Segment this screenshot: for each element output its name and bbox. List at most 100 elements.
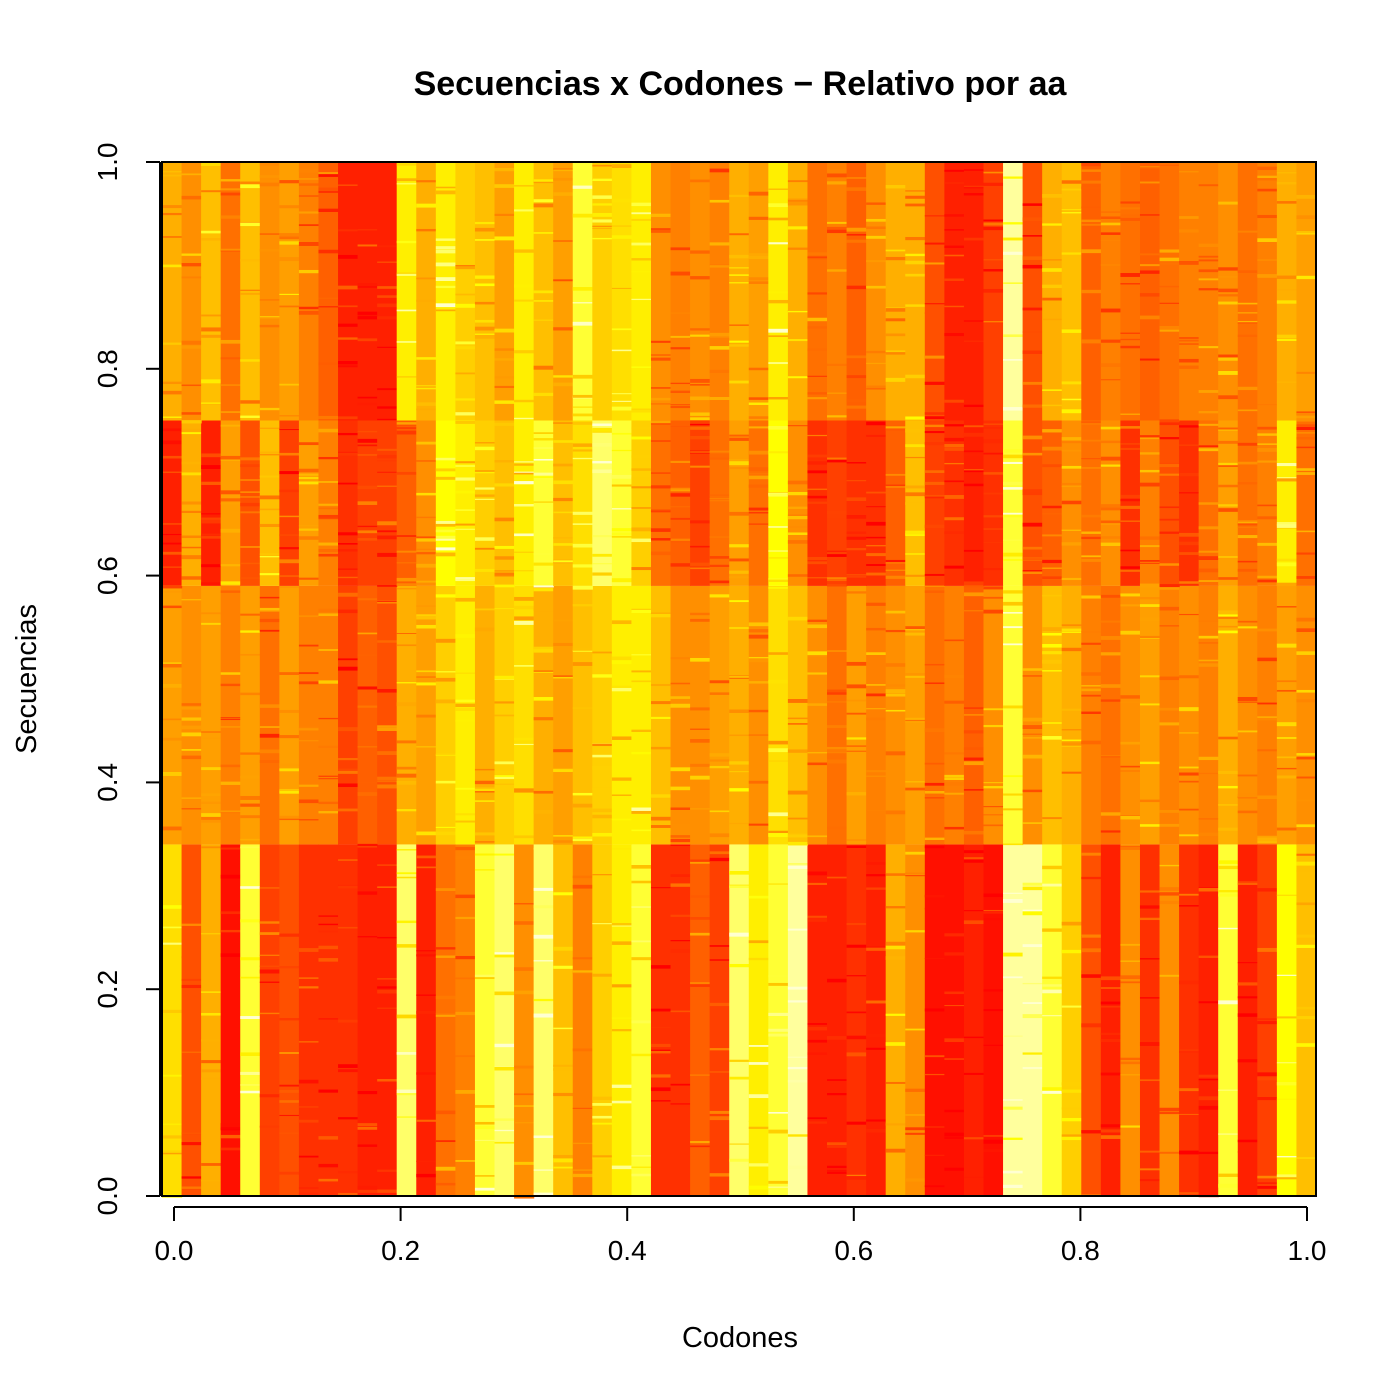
heatmap-streak bbox=[318, 187, 339, 192]
heatmap-streak bbox=[690, 417, 711, 421]
heatmap-streak bbox=[787, 201, 809, 206]
heatmap-streak bbox=[1198, 1096, 1219, 1101]
heatmap-streak bbox=[846, 792, 867, 796]
heatmap-streak bbox=[318, 745, 339, 748]
heatmap-streak bbox=[885, 810, 906, 815]
heatmap-streak bbox=[396, 773, 417, 778]
heatmap-streak bbox=[162, 390, 183, 395]
heatmap-streak bbox=[690, 1140, 711, 1144]
heatmap-streak bbox=[1022, 489, 1043, 493]
heatmap-streak bbox=[1296, 934, 1317, 938]
heatmap-streak bbox=[905, 574, 926, 577]
heatmap-streak bbox=[944, 777, 965, 781]
heatmap-cell bbox=[1276, 844, 1298, 1196]
heatmap-streak bbox=[807, 470, 828, 474]
heatmap-streak bbox=[1218, 288, 1239, 293]
heatmap-streak bbox=[1296, 194, 1317, 199]
heatmap-streak bbox=[1100, 1124, 1122, 1128]
heatmap-streak bbox=[944, 701, 965, 704]
heatmap-streak bbox=[533, 232, 554, 234]
heatmap-streak bbox=[709, 500, 730, 502]
heatmap-streak bbox=[592, 572, 613, 576]
heatmap-streak bbox=[650, 816, 672, 821]
heatmap-streak bbox=[455, 266, 476, 270]
heatmap-streak bbox=[1198, 659, 1219, 662]
heatmap-streak bbox=[963, 581, 985, 586]
heatmap-streak bbox=[924, 907, 945, 910]
heatmap-streak bbox=[298, 740, 320, 742]
heatmap-streak bbox=[338, 482, 359, 485]
heatmap-streak bbox=[572, 394, 593, 398]
heatmap-streak bbox=[1198, 448, 1219, 452]
heatmap-streak bbox=[1100, 363, 1122, 367]
heatmap-streak bbox=[494, 1141, 515, 1144]
heatmap-streak bbox=[670, 347, 691, 350]
heatmap-streak bbox=[1003, 552, 1024, 557]
heatmap-streak bbox=[1042, 576, 1063, 579]
heatmap-streak bbox=[768, 1012, 789, 1017]
heatmap-streak bbox=[944, 639, 965, 642]
heatmap-streak bbox=[846, 227, 867, 232]
heatmap-streak bbox=[533, 290, 554, 294]
heatmap-streak bbox=[416, 580, 437, 583]
heatmap-streak bbox=[181, 195, 202, 200]
heatmap-streak bbox=[1257, 1175, 1278, 1179]
heatmap-streak bbox=[827, 751, 848, 754]
heatmap-streak bbox=[1179, 532, 1200, 537]
heatmap-streak bbox=[318, 801, 339, 805]
heatmap-streak bbox=[690, 707, 711, 711]
heatmap-streak bbox=[670, 404, 691, 406]
heatmap-streak bbox=[455, 634, 476, 638]
heatmap-streak bbox=[1296, 1157, 1317, 1159]
heatmap-streak bbox=[338, 1192, 359, 1197]
heatmap-streak bbox=[787, 1165, 809, 1170]
heatmap-streak bbox=[357, 598, 378, 601]
heatmap-streak bbox=[1159, 506, 1180, 509]
heatmap-streak bbox=[787, 310, 809, 313]
heatmap-streak bbox=[553, 382, 574, 387]
heatmap-streak bbox=[846, 405, 867, 409]
heatmap-streak bbox=[1022, 754, 1043, 759]
x-axis-label: Codones bbox=[682, 1322, 798, 1354]
heatmap-streak bbox=[338, 783, 359, 788]
heatmap-cell bbox=[1296, 162, 1317, 421]
heatmap-cell bbox=[1100, 844, 1122, 1196]
heatmap-streak bbox=[866, 1128, 887, 1133]
heatmap-streak bbox=[944, 444, 965, 448]
heatmap-cell bbox=[1257, 420, 1278, 586]
heatmap-streak bbox=[514, 902, 535, 905]
heatmap-streak bbox=[670, 844, 691, 846]
heatmap-streak bbox=[944, 495, 965, 499]
heatmap-streak bbox=[983, 541, 1004, 544]
heatmap-streak bbox=[1296, 472, 1317, 475]
heatmap-streak bbox=[201, 612, 222, 615]
heatmap-streak bbox=[279, 1114, 300, 1117]
heatmap-cell bbox=[650, 585, 672, 845]
heatmap-streak bbox=[514, 605, 535, 610]
heatmap-streak bbox=[885, 333, 906, 337]
heatmap-streak bbox=[1218, 354, 1239, 358]
heatmap-streak bbox=[181, 755, 202, 760]
heatmap-streak bbox=[944, 447, 965, 451]
heatmap-streak bbox=[1061, 729, 1082, 731]
heatmap-streak bbox=[474, 976, 496, 980]
heatmap-streak bbox=[924, 442, 945, 446]
heatmap-streak bbox=[983, 452, 1004, 455]
heatmap-streak bbox=[298, 473, 320, 476]
heatmap-streak bbox=[1257, 426, 1278, 430]
heatmap-streak bbox=[533, 649, 554, 653]
heatmap-streak bbox=[474, 787, 496, 791]
heatmap-streak bbox=[1257, 1072, 1278, 1077]
heatmap-streak bbox=[748, 656, 769, 659]
heatmap-streak bbox=[963, 761, 985, 766]
heatmap-streak bbox=[279, 965, 300, 969]
heatmap-streak bbox=[259, 607, 280, 612]
heatmap-cell bbox=[1061, 844, 1082, 1196]
heatmap-streak bbox=[1257, 214, 1278, 219]
heatmap-streak bbox=[1042, 984, 1063, 987]
heatmap-streak bbox=[455, 719, 476, 722]
heatmap-streak bbox=[1042, 268, 1063, 272]
heatmap-streak bbox=[1081, 223, 1102, 226]
heatmap-streak bbox=[983, 515, 1004, 518]
heatmap-streak bbox=[1003, 892, 1024, 894]
